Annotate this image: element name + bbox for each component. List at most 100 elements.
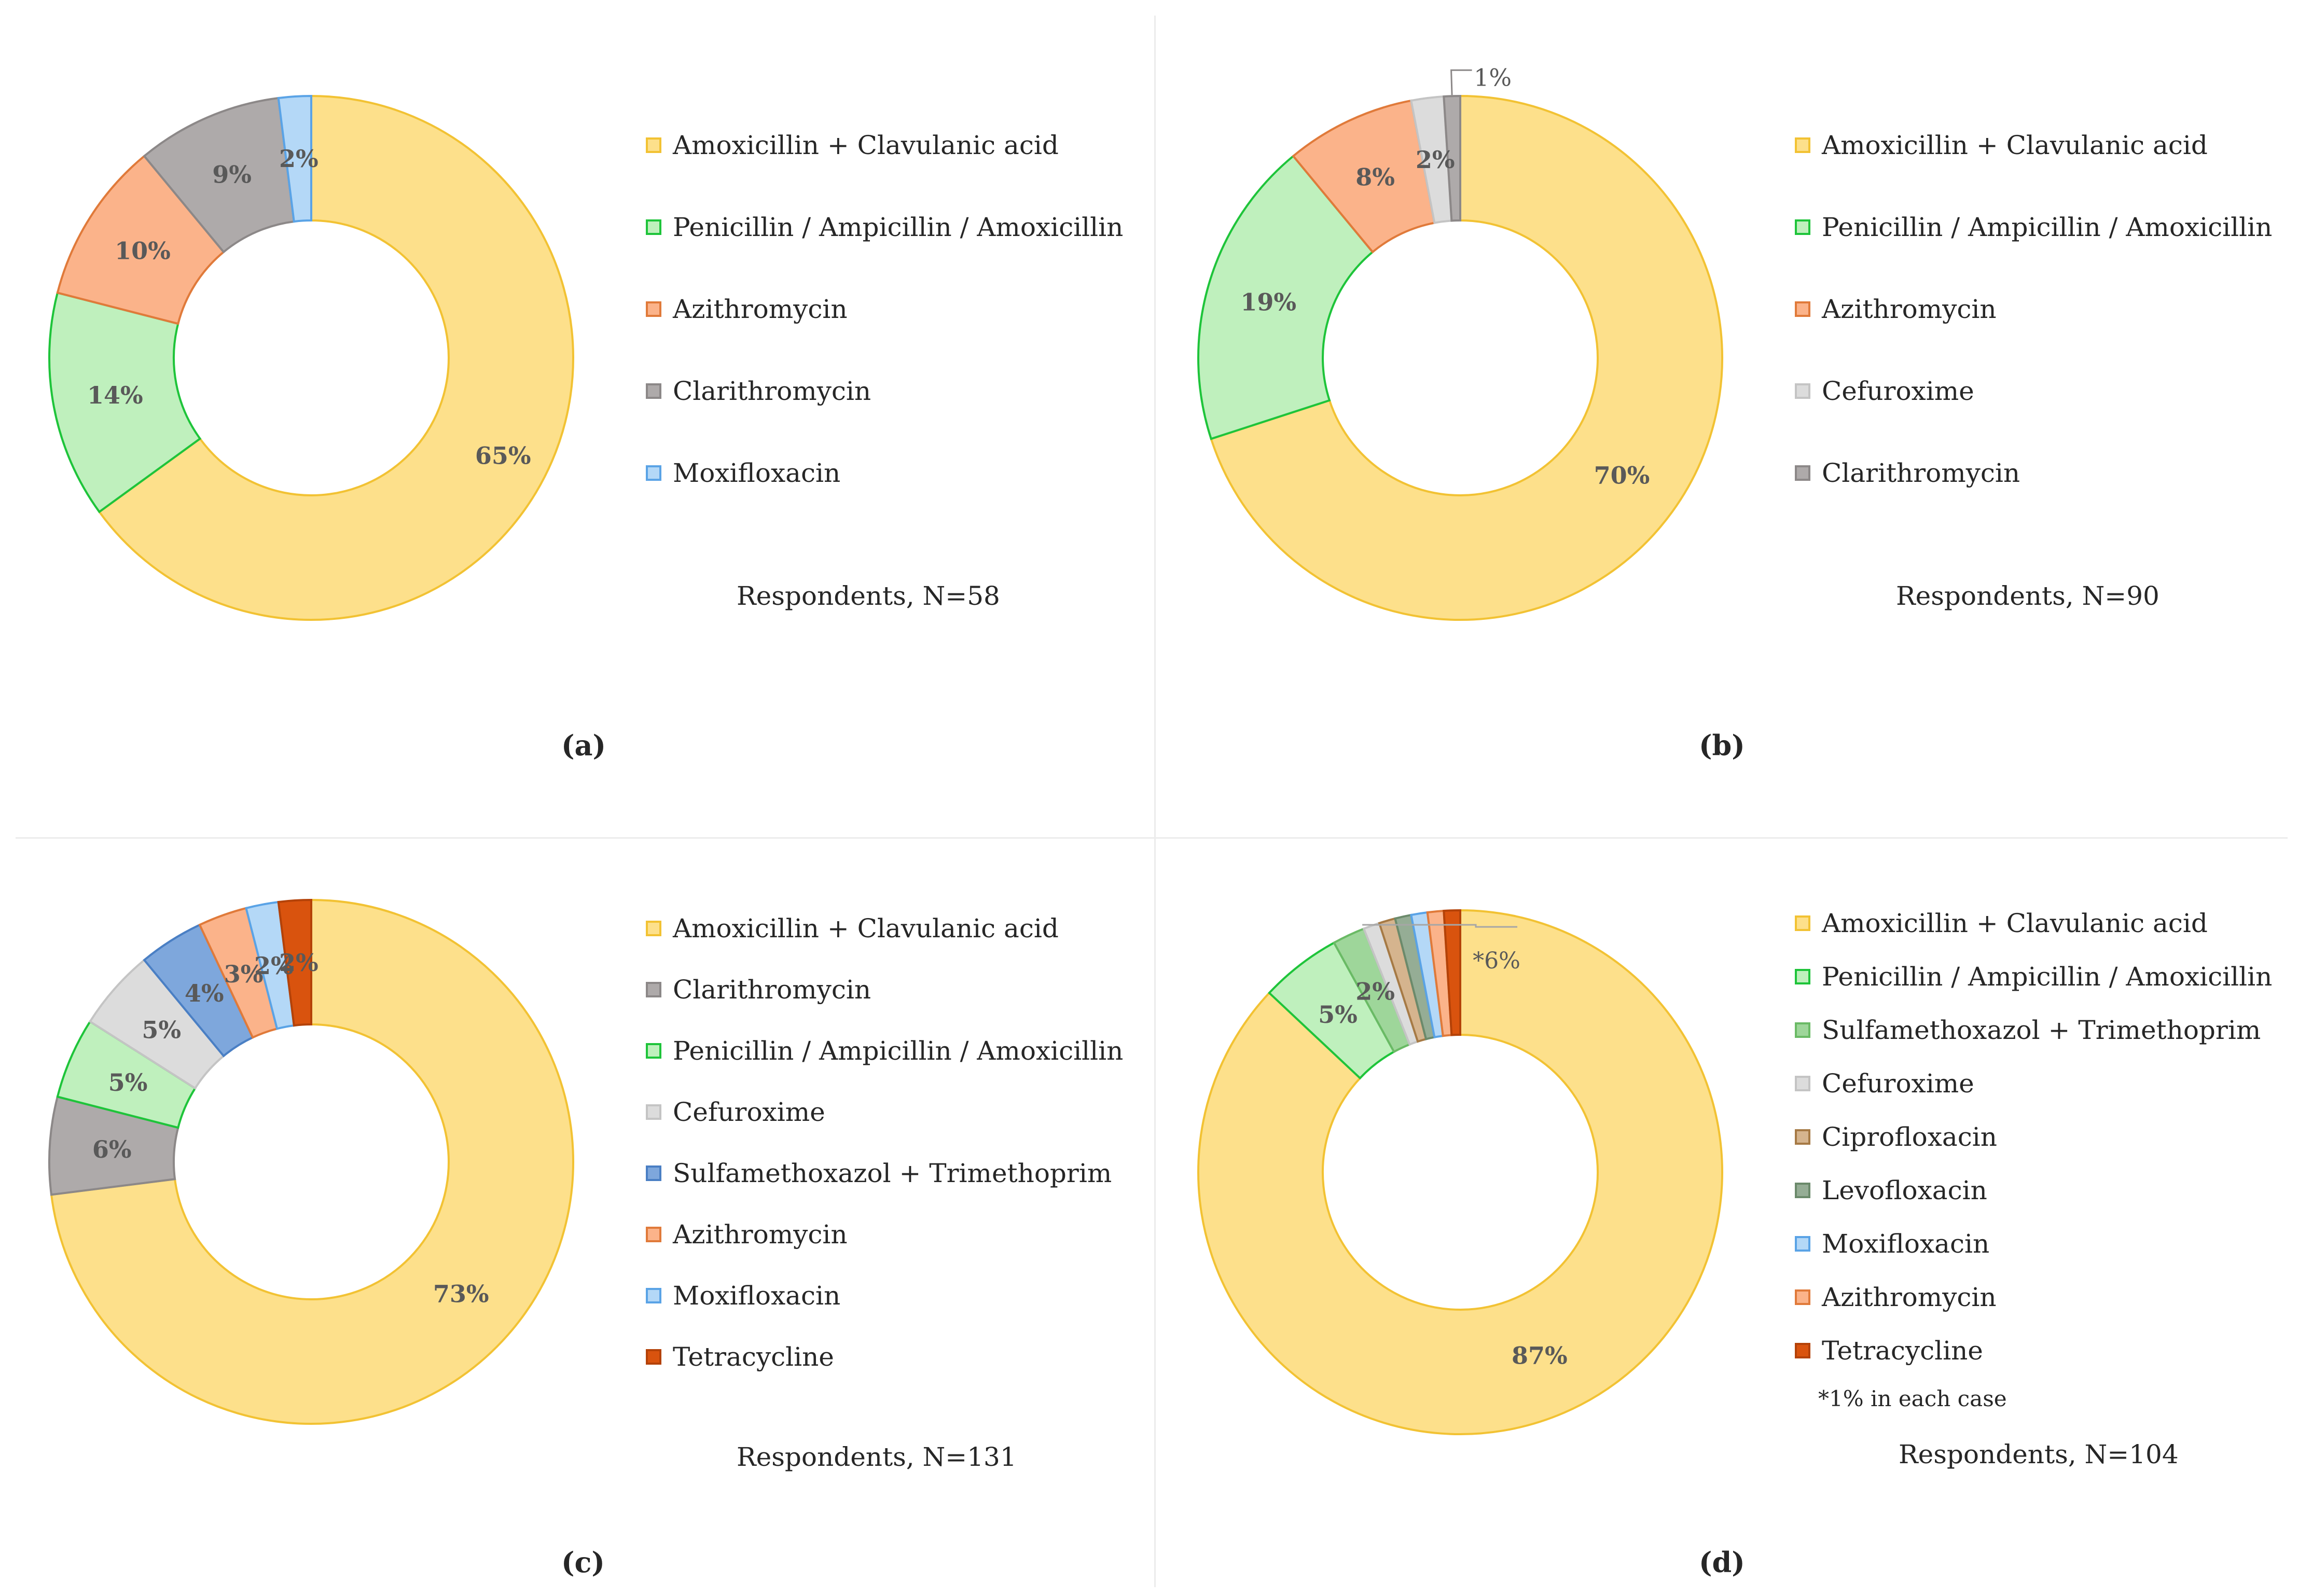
slice-clarithromycin — [1443, 94, 1461, 222]
legend-swatch — [646, 982, 661, 997]
donut-chart-d: 87% 5%2% *6% — [1197, 909, 1723, 1435]
data-label-clarithromycin: 6% — [92, 1135, 132, 1163]
legend-item-penicillin-ampicillin-amoxicillin: Penicillin / Ampicillin / Amoxicillin — [1795, 961, 2272, 992]
legend-item-azithromycin: Azithromycin — [1795, 294, 1997, 325]
legend-swatch — [646, 137, 661, 153]
panel-label-c: (c) — [561, 1546, 605, 1579]
data-label-clarithromycin: 9% — [212, 161, 252, 189]
legend-item-cefuroxime: Cefuroxime — [1795, 1068, 1974, 1099]
legend-item-amoxicillin-clavulanic-acid: Amoxicillin + Clavulanic acid — [646, 913, 1059, 944]
legend-label: Ciprofloxacin — [1822, 1122, 1997, 1152]
legend-label: Amoxicillin + Clavulanic acid — [673, 130, 1059, 160]
legend-swatch — [1795, 1129, 1810, 1145]
chart-panel-d: 87% 5% 2% *6% Amoxicillin + Clavulanic acid… — [1149, 840, 2298, 1596]
leader-line-clarithromycin — [1450, 69, 1472, 95]
slice-amoxicillin-clavulanic-acid — [98, 94, 574, 621]
legend-label: Levofloxacin — [1822, 1175, 1987, 1205]
chart-panel-b: 70% 19% 8% 2% 1% Amoxicillin + Clavulanic ac… — [1149, 0, 2298, 830]
slice-moxifloxacin — [277, 94, 312, 223]
data-label-azithromycin: 3% — [224, 960, 264, 988]
legend-swatch — [1795, 1076, 1810, 1091]
legend-swatch — [1795, 915, 1810, 931]
legend-label: Moxifloxacin — [673, 1281, 841, 1311]
data-label-amoxicillin-clavulanic-acid: 73% — [433, 1280, 489, 1308]
legend-swatch — [1795, 383, 1810, 399]
legend-swatch — [646, 383, 661, 399]
legend-label: Moxifloxacin — [1822, 1229, 1990, 1259]
vertical-divider — [1154, 16, 1156, 1587]
legend-swatch — [646, 1227, 661, 1242]
legend-swatch — [1795, 1183, 1810, 1198]
data-label-cefuroxime: 2% — [1416, 146, 1455, 174]
legend-label: Clarithromycin — [673, 376, 871, 406]
legend-label: Moxifloxacin — [673, 458, 841, 488]
legend-label: Cefuroxime — [673, 1097, 825, 1127]
data-label-penicillin-ampicillin-amoxicillin: 14% — [87, 381, 143, 409]
legend-item-moxifloxacin: Moxifloxacin — [1795, 1228, 1989, 1259]
legend-label: Tetracycline — [673, 1342, 834, 1372]
data-label-sulfamethoxazol-trimethoprim: 4% — [185, 979, 224, 1007]
legend-label: Amoxicillin + Clavulanic acid — [673, 913, 1059, 943]
slice-penicillin-ampicillin-amoxicillin — [1197, 155, 1374, 440]
data-label-tetracycline: 2% — [279, 949, 319, 977]
legend-label: Clarithromycin — [673, 975, 871, 1005]
slice-amoxicillin-clavulanic-acid — [1197, 909, 1723, 1435]
slice-tetracycline — [1443, 909, 1461, 1036]
chart-panel-a: 65% 14% 10% 9% 2% Amoxicillin + Clavulanic a… — [0, 0, 1152, 830]
legend-item-tetracycline: Tetracycline — [646, 1341, 834, 1372]
horizontal-divider — [16, 837, 2288, 839]
legend-label: Cefuroxime — [1822, 1068, 1974, 1099]
slice-penicillin-ampicillin-amoxicillin — [48, 291, 202, 514]
panel-label-b: (b) — [1699, 729, 1745, 762]
legend-label: Clarithromycin — [1822, 458, 2020, 488]
donut-chart-b: 70% 19% 8% 2% 1% — [1197, 63, 1723, 621]
legend-item-azithromycin: Azithromycin — [646, 294, 848, 325]
data-label-clarithromycin: 1% — [1474, 63, 1512, 91]
data-label-cefuroxime: 5% — [142, 1016, 181, 1044]
legend-swatch — [1795, 969, 1810, 984]
legend-swatch — [1795, 301, 1810, 317]
legend-item-azithromycin: Azithromycin — [646, 1219, 848, 1250]
legend-label: Amoxicillin + Clavulanic acid — [1822, 908, 2208, 938]
legend-swatch — [1795, 219, 1810, 235]
legend-swatch — [646, 1043, 661, 1059]
legend-swatch — [1795, 137, 1810, 153]
legend-item-cefuroxime: Cefuroxime — [646, 1097, 825, 1128]
data-label-penicillin-ampicillin-amoxicillin: 19% — [1240, 288, 1296, 316]
legend-swatch — [1795, 1236, 1810, 1252]
respondents-a: Respondents, N=58 — [737, 581, 1000, 611]
data-label-penicillin-ampicillin-amoxicillin: 5% — [108, 1068, 148, 1097]
legend-label: Penicillin / Ampicillin / Amoxicillin — [1822, 962, 2273, 992]
slice-amoxicillin-clavulanic-acid — [50, 898, 574, 1425]
donut-chart-c: 73%6%5%5%4%3%2%2% — [48, 898, 574, 1425]
respondents-c: Respondents, N=131 — [737, 1442, 1017, 1472]
panel-label-a: (a) — [561, 729, 606, 762]
legend-label: Azithromycin — [1822, 1282, 1997, 1312]
respondents-b: Respondents, N=90 — [1896, 581, 2159, 611]
legend-swatch — [646, 1104, 661, 1120]
data-label-moxifloxacin: 2% — [279, 145, 319, 173]
legend-label: Cefuroxime — [1822, 376, 1974, 406]
footnote-d: *1% in each case — [1818, 1386, 2007, 1411]
legend-swatch — [1795, 1343, 1810, 1358]
legend-label: Azithromycin — [673, 1219, 848, 1250]
panel-label-d: (d) — [1699, 1546, 1745, 1579]
data-label-penicillin-ampicillin-amoxicillin: 5% — [1318, 1001, 1358, 1029]
legend-label: Azithromycin — [673, 294, 848, 324]
legend-item-clarithromycin: Clarithromycin — [646, 376, 871, 407]
legend-item-clarithromycin: Clarithromycin — [646, 974, 871, 1005]
data-label-azithromycin: 10% — [115, 237, 171, 265]
legend-swatch — [1795, 1289, 1810, 1305]
legend-label: Amoxicillin + Clavulanic acid — [1822, 130, 2208, 160]
legend-label: Penicillin / Ampicillin / Amoxicillin — [1822, 212, 2273, 242]
data-label-moxifloxacin: 2% — [254, 952, 294, 980]
group-bracket — [1362, 924, 1517, 928]
legend-item-clarithromycin: Clarithromycin — [1795, 457, 2020, 489]
legend-swatch — [646, 921, 661, 936]
data-label-azithromycin: 8% — [1355, 163, 1395, 191]
legend-item-sulfamethoxazol-trimethoprim: Sulfamethoxazol + Trimethoprim — [1795, 1015, 2261, 1046]
legend-swatch — [646, 301, 661, 317]
legend-label: Penicillin / Ampicillin / Amoxicillin — [673, 212, 1124, 242]
legend-item-azithromycin: Azithromycin — [1795, 1282, 1997, 1313]
legend-label: Tetracycline — [1822, 1336, 1983, 1366]
